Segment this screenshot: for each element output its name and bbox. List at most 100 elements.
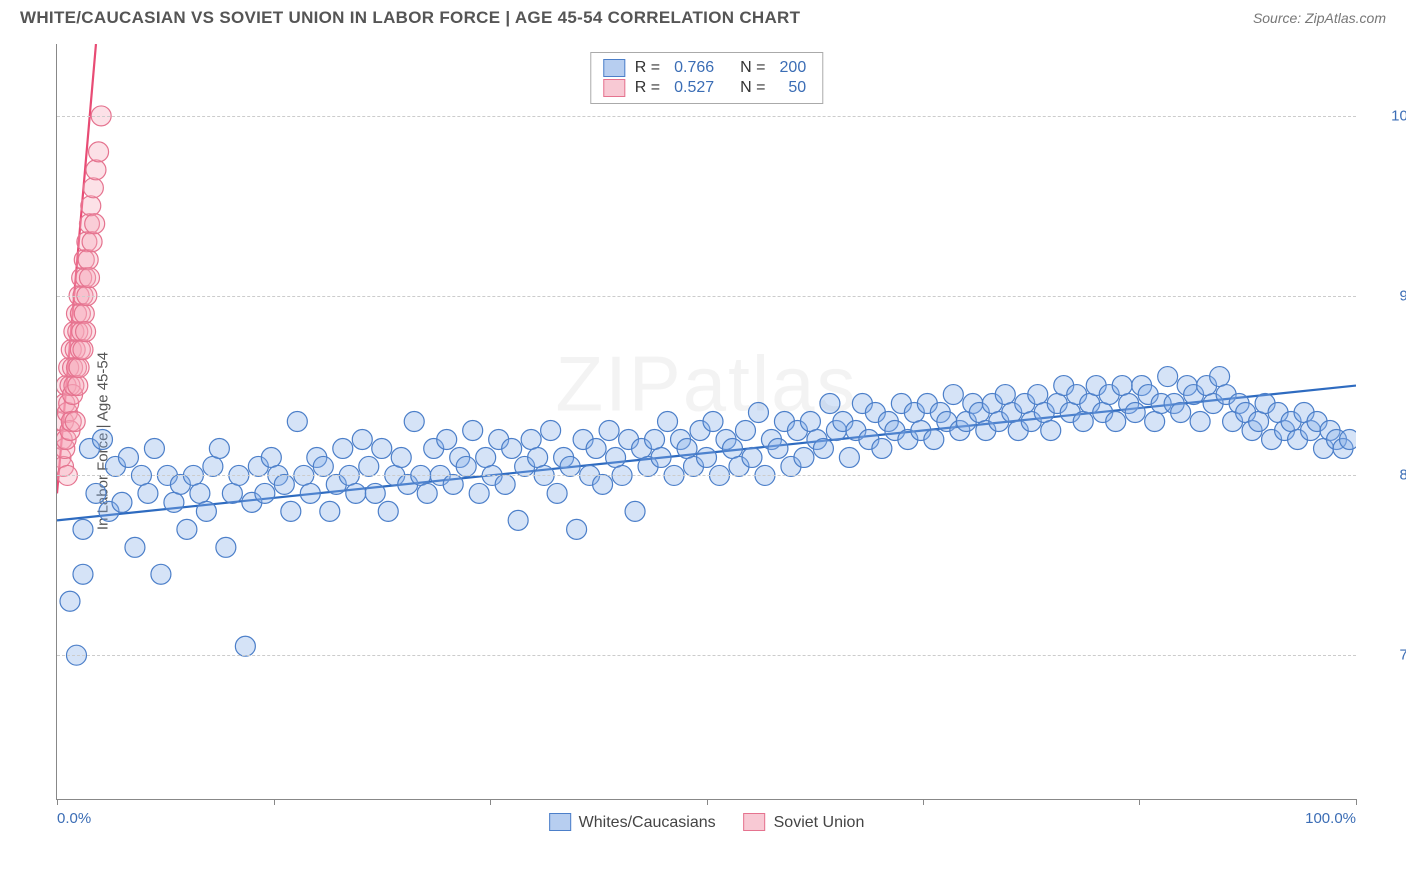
data-point	[151, 564, 171, 584]
data-point	[1210, 367, 1230, 387]
data-point	[1073, 412, 1093, 432]
x-tick	[274, 799, 275, 805]
data-point	[924, 429, 944, 449]
data-point	[86, 483, 106, 503]
gridline	[57, 475, 1356, 476]
data-point	[456, 456, 476, 476]
data-point	[365, 483, 385, 503]
data-point	[528, 447, 548, 467]
n-value: 50	[780, 79, 807, 97]
data-point	[82, 232, 102, 252]
legend-item: Whites/Caucasians	[549, 813, 716, 831]
data-point	[391, 447, 411, 467]
data-point	[658, 412, 678, 432]
data-point	[372, 438, 392, 458]
scatter-svg	[57, 44, 1356, 799]
data-point	[68, 376, 88, 396]
data-point	[144, 438, 164, 458]
data-point	[872, 438, 892, 458]
data-point	[593, 474, 613, 494]
data-point	[703, 412, 723, 432]
legend-swatch	[549, 813, 571, 831]
data-point	[1249, 412, 1269, 432]
data-point	[346, 483, 366, 503]
legend-label: Soviet Union	[774, 814, 865, 832]
data-point	[79, 268, 99, 288]
data-point	[78, 250, 98, 270]
data-point	[65, 412, 85, 432]
data-point	[216, 537, 236, 557]
data-point	[1190, 412, 1210, 432]
data-point	[359, 456, 379, 476]
data-point	[521, 429, 541, 449]
chart-container: In Labor Force | Age 45-54 ZIPatlas R =0…	[50, 36, 1386, 846]
legend-swatch	[744, 813, 766, 831]
data-point	[300, 483, 320, 503]
data-point	[112, 492, 132, 512]
data-point	[73, 519, 93, 539]
data-point	[73, 564, 93, 584]
legend-swatch	[603, 59, 625, 77]
data-point	[768, 438, 788, 458]
data-point	[255, 483, 275, 503]
data-point	[222, 483, 242, 503]
y-tick-label: 80.0%	[1399, 467, 1406, 484]
legend-item: Soviet Union	[744, 813, 865, 831]
data-point	[177, 519, 197, 539]
data-point	[697, 447, 717, 467]
data-point	[800, 412, 820, 432]
data-point	[85, 214, 105, 234]
data-point	[943, 385, 963, 405]
data-point	[164, 492, 184, 512]
r-label: R =	[635, 79, 660, 97]
x-tick	[57, 799, 58, 805]
data-point	[60, 591, 80, 611]
data-point	[287, 412, 307, 432]
data-point	[502, 438, 522, 458]
gridline	[57, 655, 1356, 656]
data-point	[235, 636, 255, 656]
data-point	[735, 421, 755, 441]
data-point	[820, 394, 840, 414]
data-point	[599, 421, 619, 441]
x-tick-label: 100.0%	[1305, 810, 1356, 827]
data-point	[313, 456, 333, 476]
data-point	[463, 421, 483, 441]
data-point	[1041, 421, 1061, 441]
data-point	[645, 429, 665, 449]
data-point	[83, 178, 103, 198]
data-point	[118, 447, 138, 467]
data-point	[813, 438, 833, 458]
legend-stat-row: R =0.527N = 50	[603, 79, 810, 97]
x-tick	[1356, 799, 1357, 805]
data-point	[722, 438, 742, 458]
chart-title: WHITE/CAUCASIAN VS SOVIET UNION IN LABOR…	[20, 8, 800, 28]
r-value: 0.527	[674, 79, 714, 97]
y-tick-label: 100.0%	[1391, 107, 1406, 124]
x-tick	[1139, 799, 1140, 805]
legend-swatch	[603, 79, 625, 97]
data-point	[1158, 367, 1178, 387]
data-point	[81, 196, 101, 216]
data-point	[89, 142, 109, 162]
data-point	[541, 421, 561, 441]
x-tick	[923, 799, 924, 805]
data-point	[73, 340, 93, 360]
data-point	[995, 385, 1015, 405]
data-point	[125, 537, 145, 557]
chart-source: Source: ZipAtlas.com	[1253, 10, 1386, 26]
x-tick-label: 0.0%	[57, 810, 91, 827]
data-point	[742, 447, 762, 467]
data-point	[606, 447, 626, 467]
data-point	[274, 474, 294, 494]
data-point	[1145, 412, 1165, 432]
x-tick	[490, 799, 491, 805]
data-point	[69, 358, 89, 378]
data-point	[1125, 403, 1145, 423]
y-tick-label: 70.0%	[1399, 647, 1406, 664]
data-point	[352, 429, 372, 449]
n-label: N =	[740, 59, 765, 77]
data-point	[261, 447, 281, 467]
data-point	[586, 438, 606, 458]
data-point	[1106, 412, 1126, 432]
